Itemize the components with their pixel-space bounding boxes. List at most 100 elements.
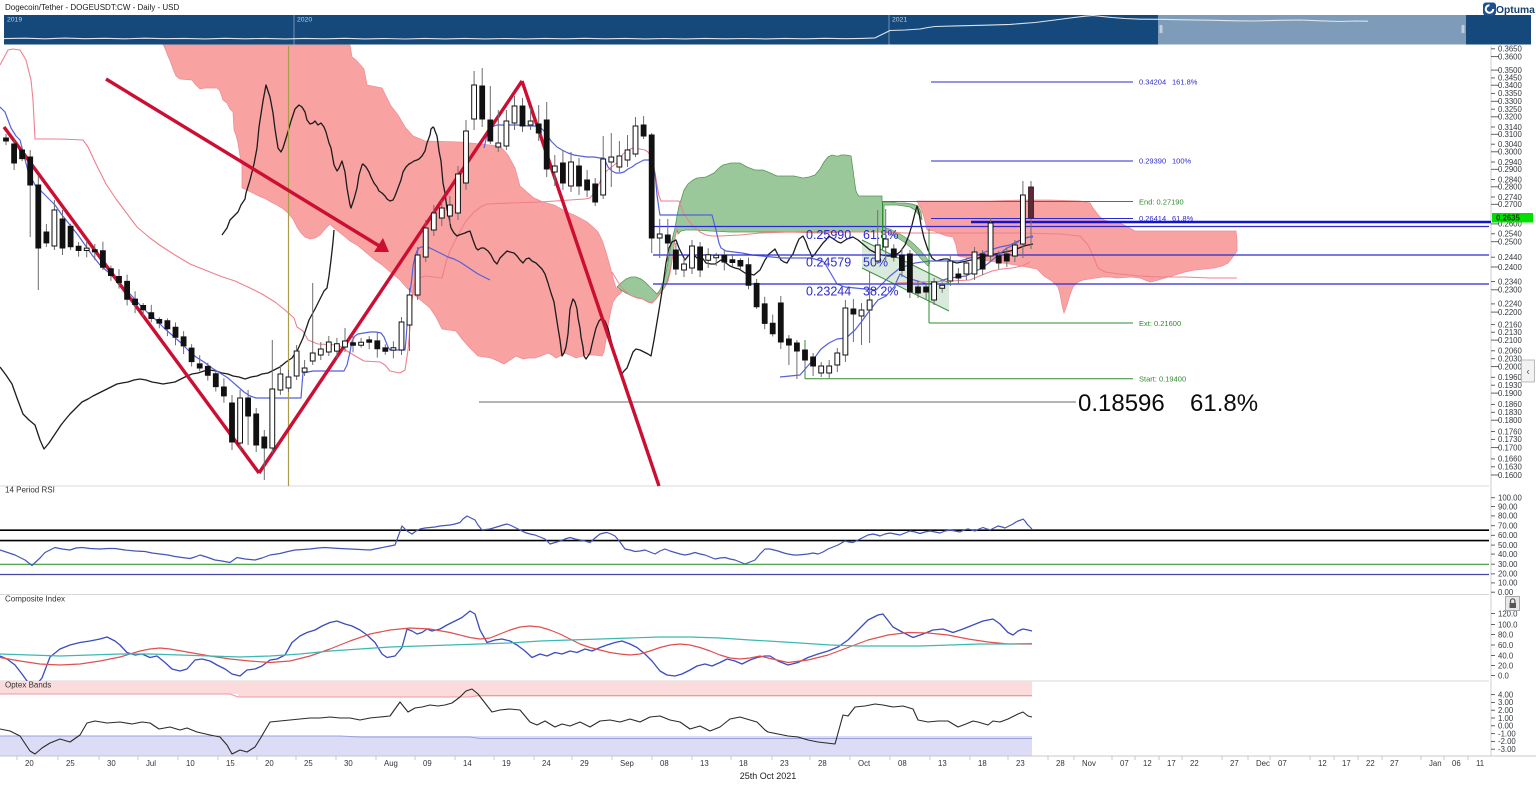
svg-text:80.00: 80.00 [1498, 512, 1518, 521]
svg-text:14 Period RSI: 14 Period RSI [5, 486, 55, 495]
svg-text:0.1700: 0.1700 [1498, 443, 1523, 452]
svg-text:0.2000: 0.2000 [1498, 362, 1523, 371]
svg-text:0.3350: 0.3350 [1498, 89, 1523, 98]
svg-text:28: 28 [818, 759, 827, 768]
svg-text:Dec: Dec [1256, 759, 1270, 768]
svg-text:-2.00: -2.00 [1498, 737, 1516, 746]
svg-text:30.00: 30.00 [1498, 560, 1518, 569]
svg-text:22: 22 [1366, 759, 1375, 768]
svg-text:60.0: 60.0 [1498, 641, 1514, 650]
svg-text:61.8%: 61.8% [863, 228, 898, 242]
svg-text:Start: 0.19400: Start: 0.19400 [1139, 375, 1186, 384]
svg-text:Nov: Nov [1082, 759, 1096, 768]
svg-text:50.00: 50.00 [1498, 541, 1518, 550]
svg-text:0.2030: 0.2030 [1498, 355, 1523, 364]
svg-text:0.00: 0.00 [1498, 722, 1514, 731]
svg-text:100.0: 100.0 [1498, 620, 1518, 629]
svg-text:17: 17 [1167, 759, 1176, 768]
svg-text:0.2130: 0.2130 [1498, 328, 1523, 337]
svg-text:Jan: Jan [1429, 759, 1442, 768]
svg-text:18: 18 [978, 759, 987, 768]
svg-text:0.00: 0.00 [1498, 588, 1514, 597]
svg-text:27: 27 [1230, 759, 1239, 768]
svg-text:0.2160: 0.2160 [1498, 320, 1523, 329]
svg-text:27: 27 [1390, 759, 1399, 768]
svg-text:120.0: 120.0 [1498, 609, 1518, 618]
svg-text:161.8%: 161.8% [1172, 78, 1198, 87]
svg-text:90.00: 90.00 [1498, 502, 1518, 511]
svg-text:0.1830: 0.1830 [1498, 408, 1523, 417]
svg-text:Sep: Sep [620, 759, 635, 768]
svg-text:0.29390: 0.29390 [1139, 157, 1166, 166]
svg-text:08: 08 [660, 759, 669, 768]
svg-text:0.3140: 0.3140 [1498, 123, 1523, 132]
svg-text:0.2540: 0.2540 [1498, 230, 1523, 239]
svg-text:0.2600: 0.2600 [1498, 220, 1523, 229]
svg-text:0.1600: 0.1600 [1498, 471, 1523, 480]
svg-text:28: 28 [1056, 759, 1065, 768]
svg-text:Optuma: Optuma [1496, 5, 1535, 16]
svg-text:0.1730: 0.1730 [1498, 435, 1523, 444]
svg-text:0.0: 0.0 [1498, 671, 1510, 680]
svg-text:0.2900: 0.2900 [1498, 165, 1523, 174]
svg-text:0.2500: 0.2500 [1498, 238, 1523, 247]
svg-text:09: 09 [423, 759, 432, 768]
svg-text:0.2340: 0.2340 [1498, 277, 1523, 286]
svg-text:Jul: Jul [146, 759, 156, 768]
svg-text:12: 12 [1143, 759, 1152, 768]
svg-text:80.0: 80.0 [1498, 630, 1514, 639]
svg-text:Oct: Oct [858, 759, 871, 768]
svg-text:0.24579: 0.24579 [806, 256, 851, 270]
svg-text:0.3200: 0.3200 [1498, 113, 1523, 122]
svg-text:Dogecoin/Tether - DOGEUSDT:CW: Dogecoin/Tether - DOGEUSDT:CW - Daily - … [5, 3, 179, 12]
svg-text:Aug: Aug [384, 759, 398, 768]
svg-text:50%: 50% [863, 256, 888, 270]
svg-text:End: 0.27190: End: 0.27190 [1139, 198, 1184, 207]
svg-text:40.00: 40.00 [1498, 550, 1518, 559]
svg-text:0.2635: 0.2635 [1496, 214, 1521, 223]
svg-text:0.26414: 0.26414 [1139, 214, 1166, 223]
svg-text:06: 06 [1452, 759, 1461, 768]
svg-text:20: 20 [265, 759, 274, 768]
svg-text:0.2300: 0.2300 [1498, 286, 1523, 295]
svg-text:0.3500: 0.3500 [1498, 66, 1523, 75]
svg-text:24: 24 [542, 759, 551, 768]
svg-text:25th Oct 2021: 25th Oct 2021 [740, 771, 797, 781]
svg-text:1.00: 1.00 [1498, 714, 1514, 723]
svg-text:11: 11 [1476, 759, 1484, 768]
svg-text:4.00: 4.00 [1498, 690, 1514, 699]
svg-text:0.1960: 0.1960 [1498, 373, 1523, 382]
svg-text:0.23244: 0.23244 [806, 285, 851, 299]
svg-text:25: 25 [66, 759, 75, 768]
svg-text:2.00: 2.00 [1498, 706, 1514, 715]
svg-text:23: 23 [1016, 759, 1025, 768]
svg-text:-3.00: -3.00 [1498, 745, 1516, 754]
svg-text:61.8%: 61.8% [1172, 214, 1194, 223]
svg-text:19: 19 [502, 759, 511, 768]
svg-text:0.3450: 0.3450 [1498, 74, 1523, 83]
svg-text:Ext: 0.21600: Ext: 0.21600 [1139, 319, 1181, 328]
svg-text:2019: 2019 [7, 17, 22, 24]
svg-text:100.00: 100.00 [1498, 494, 1523, 503]
svg-text:18: 18 [739, 759, 748, 768]
svg-text:0.3650: 0.3650 [1498, 45, 1523, 54]
svg-text:25: 25 [304, 759, 313, 768]
svg-text:0.3000: 0.3000 [1498, 148, 1523, 157]
svg-text:10.00: 10.00 [1498, 579, 1518, 588]
svg-text:20.0: 20.0 [1498, 661, 1514, 670]
svg-text:17: 17 [1342, 759, 1351, 768]
svg-text:38.2%: 38.2% [863, 285, 898, 299]
svg-text:61.8%: 61.8% [1190, 390, 1258, 417]
svg-text:0.3040: 0.3040 [1498, 140, 1523, 149]
svg-text:0.1900: 0.1900 [1498, 389, 1523, 398]
svg-text:29: 29 [580, 759, 589, 768]
svg-text:0.1630: 0.1630 [1498, 463, 1523, 472]
svg-text:-1.00: -1.00 [1498, 729, 1516, 738]
svg-text:22: 22 [1190, 759, 1199, 768]
svg-text:12: 12 [1318, 759, 1327, 768]
svg-text:13: 13 [700, 759, 709, 768]
svg-text:20.00: 20.00 [1498, 570, 1518, 579]
svg-text:0.1760: 0.1760 [1498, 427, 1523, 436]
svg-text:Optex Bands: Optex Bands [5, 681, 51, 690]
svg-text:08: 08 [898, 759, 907, 768]
